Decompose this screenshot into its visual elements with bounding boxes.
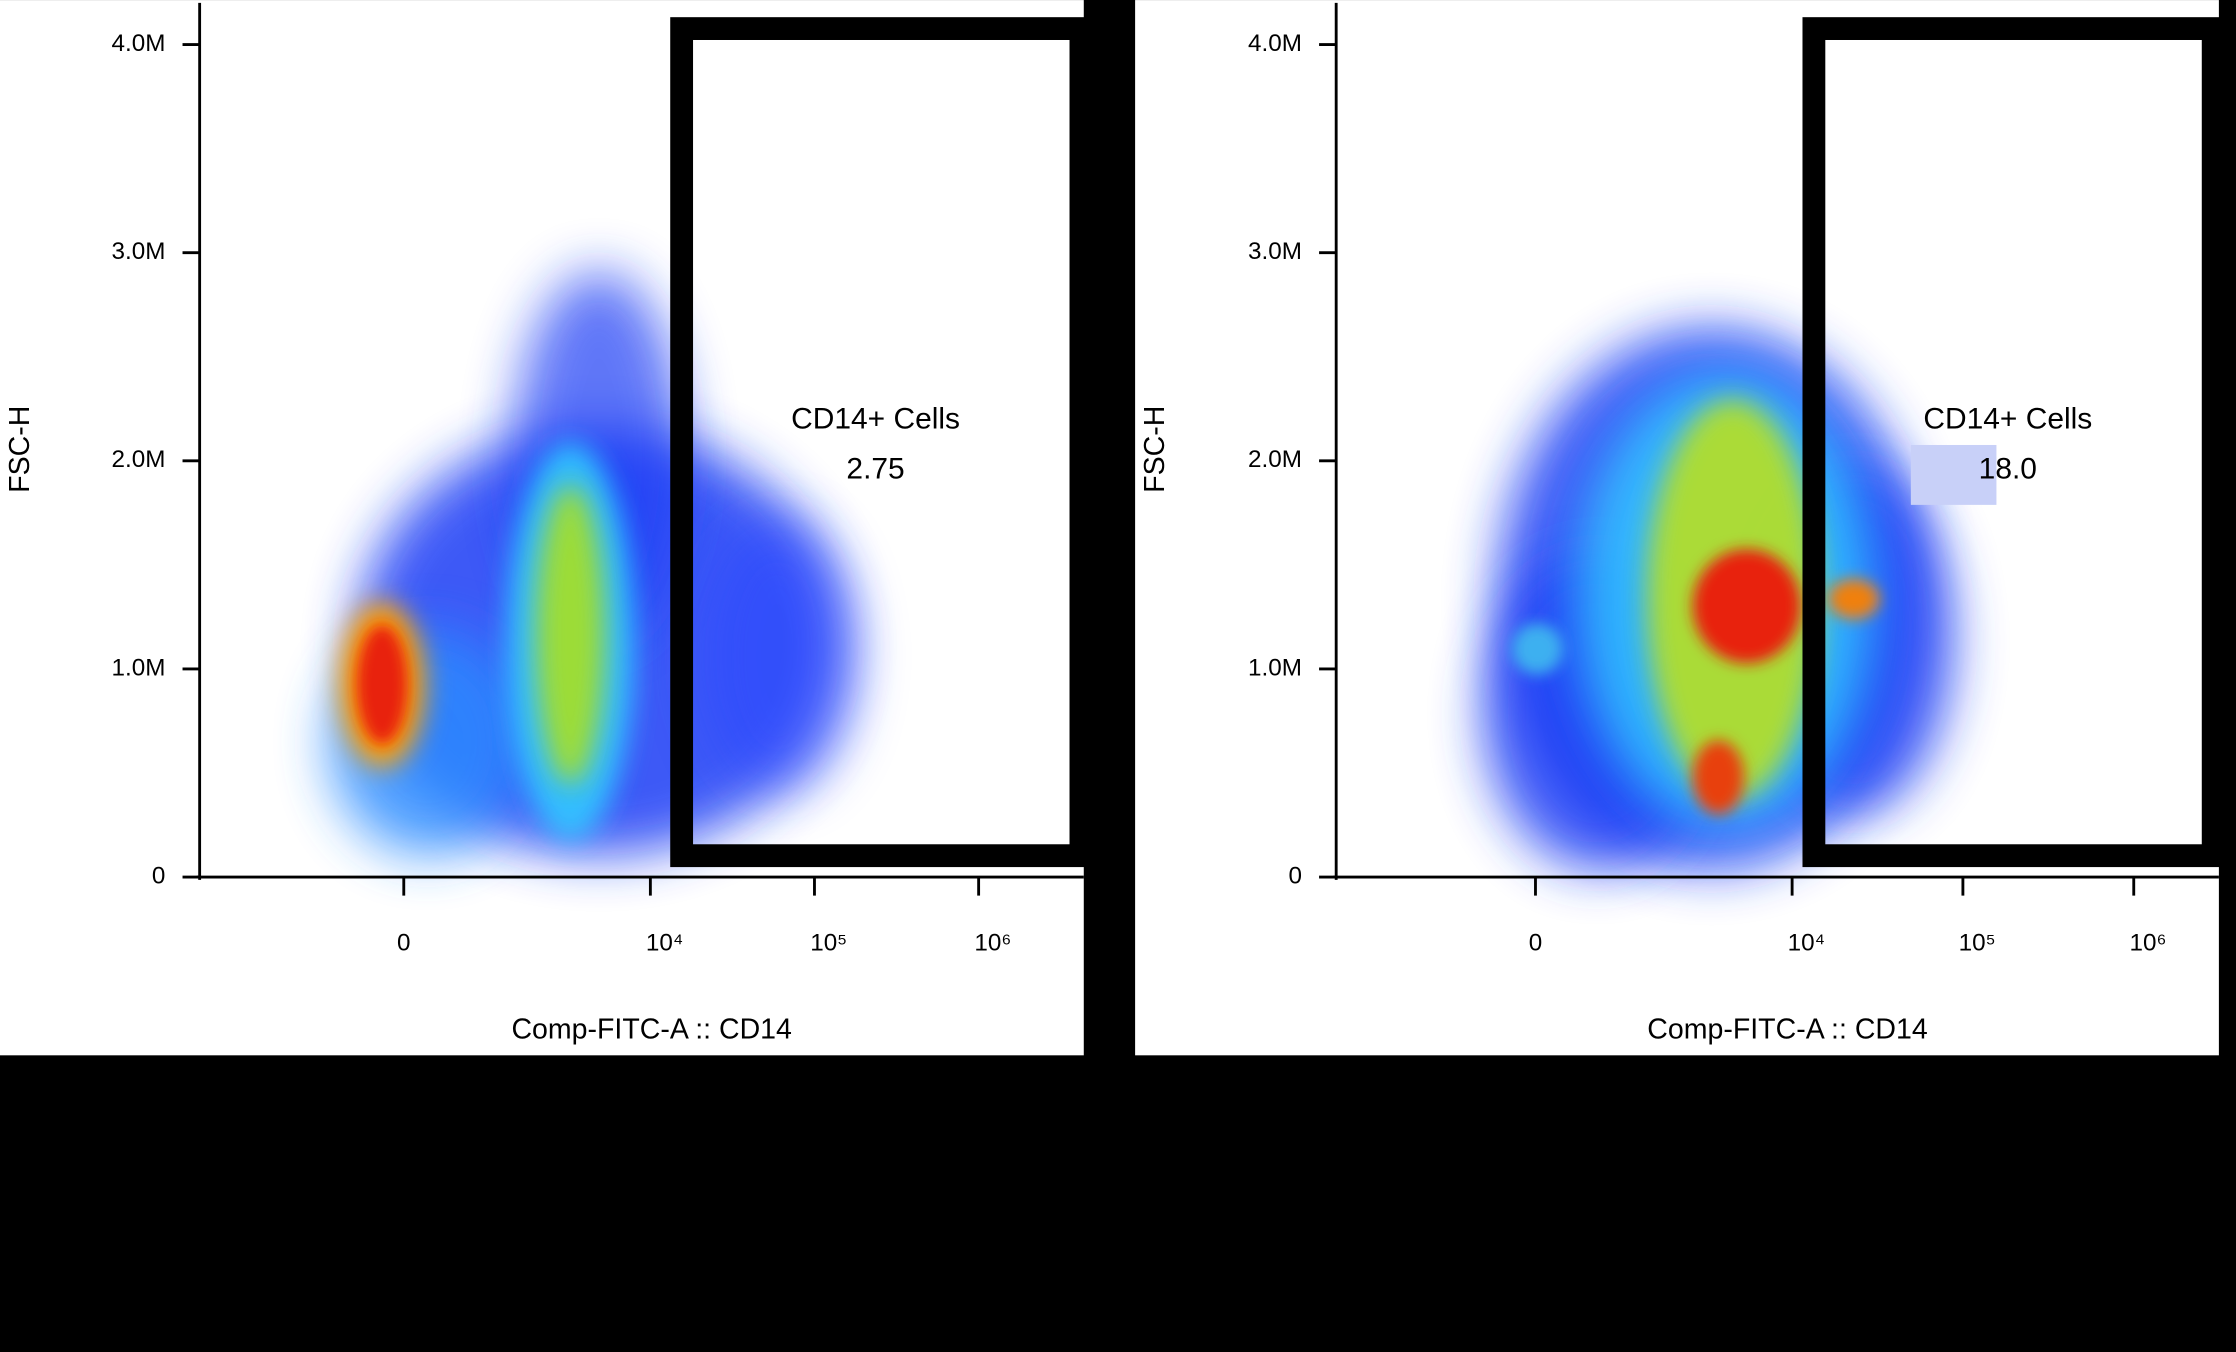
x-tick-label: 10⁶ bbox=[974, 929, 1011, 956]
y-tick-label: 1.0M bbox=[1248, 654, 1302, 681]
y-tick-label: 2.0M bbox=[112, 446, 166, 473]
y-axis-label: FSC-H bbox=[1139, 406, 1171, 493]
x-tick-label: 10⁴ bbox=[646, 929, 683, 956]
label-background bbox=[1910, 444, 1997, 505]
y-tick-label: 4.0M bbox=[112, 30, 166, 57]
y-tick-label: 1.0M bbox=[112, 654, 166, 681]
y-tick-label: 4.0M bbox=[1248, 30, 1302, 57]
x-tick-label: 10⁵ bbox=[810, 929, 847, 956]
gate-name: CD14+ Cells bbox=[791, 403, 960, 436]
y-tick-label: 0 bbox=[152, 862, 165, 889]
x-axis-label: Comp-FITC-A :: CD14 bbox=[1647, 1014, 1928, 1046]
gate-percentage: 2.75 bbox=[846, 453, 904, 486]
x-tick-label: 10⁴ bbox=[1788, 929, 1825, 956]
gate-name: CD14+ Cells bbox=[1923, 403, 2092, 436]
x-tick-label: 10⁶ bbox=[2130, 929, 2167, 956]
y-tick-label: 3.0M bbox=[112, 238, 166, 265]
x-tick-label: 10⁵ bbox=[1959, 929, 1996, 956]
y-tick-label: 0 bbox=[1288, 862, 1301, 889]
y-tick-label: 3.0M bbox=[1248, 238, 1302, 265]
gate bbox=[670, 17, 1093, 868]
x-tick-label: 0 bbox=[1529, 929, 1542, 956]
gate bbox=[1802, 17, 2225, 868]
gate-percentage: 18.0 bbox=[1979, 453, 2037, 486]
y-tick-label: 2.0M bbox=[1248, 446, 1302, 473]
x-axis-label: Comp-FITC-A :: CD14 bbox=[511, 1014, 792, 1046]
y-axis-label: FSC-H bbox=[4, 406, 36, 493]
x-tick-label: 0 bbox=[397, 929, 410, 956]
